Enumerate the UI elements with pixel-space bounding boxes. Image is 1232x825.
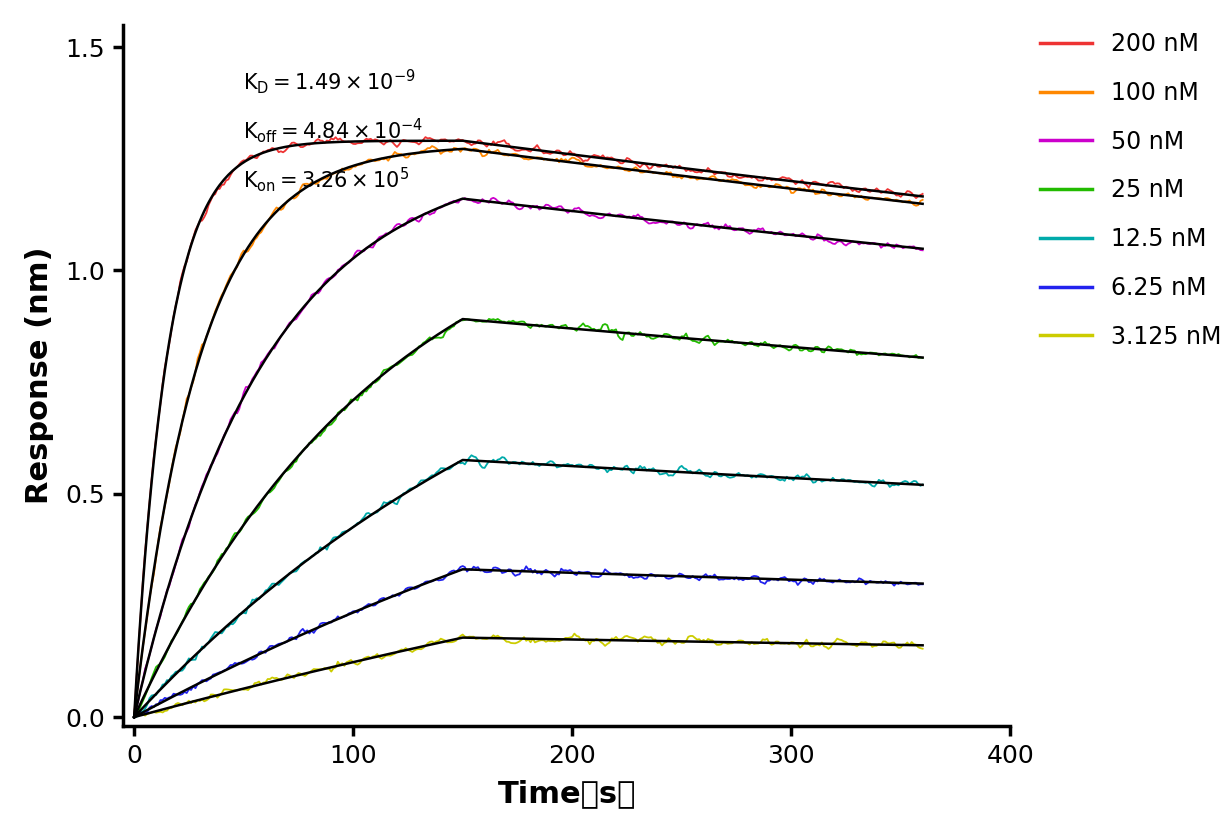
Legend: 200 nM, 100 nM, 50 nM, 25 nM, 12.5 nM, 6.25 nM, 3.125 nM: 200 nM, 100 nM, 50 nM, 25 nM, 12.5 nM, 6…: [1031, 22, 1231, 358]
X-axis label: Time（s）: Time（s）: [498, 779, 636, 808]
Text: $\mathregular{K_D=1.49\times10^{-9}}$
$\mathregular{K_{off}=4.84\times10^{-4}}$
: $\mathregular{K_D=1.49\times10^{-9}}$ $\…: [243, 67, 424, 194]
Y-axis label: Response (nm): Response (nm): [26, 247, 54, 504]
